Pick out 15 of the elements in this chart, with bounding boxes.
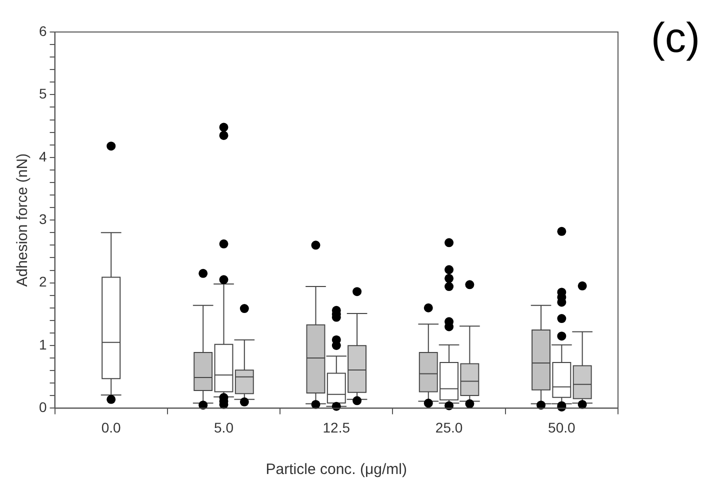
x-axis-title: Particle conc. (μg/ml) [266, 461, 407, 478]
y-tick-label: 2 [38, 274, 47, 290]
x-tick-label: 50.0 [548, 419, 576, 436]
x-tick-label: 0.0 [101, 419, 122, 436]
y-tick-label: 4 [38, 148, 47, 164]
x-tick-label: 5.0 [214, 419, 234, 436]
y-tick-label: 6 [38, 22, 47, 39]
y-tick-label: 5 [38, 86, 47, 102]
y-tick-label: 1 [38, 336, 47, 352]
y-tick-label: 3 [38, 210, 47, 227]
y-tick-label: 0 [38, 399, 47, 416]
chart-title: (c) [651, 14, 700, 62]
x-tick-label: 25.0 [435, 419, 463, 436]
y-axis-title: Adhesion force (nN) [14, 153, 32, 287]
x-tick-label: 12.5 [322, 419, 350, 436]
